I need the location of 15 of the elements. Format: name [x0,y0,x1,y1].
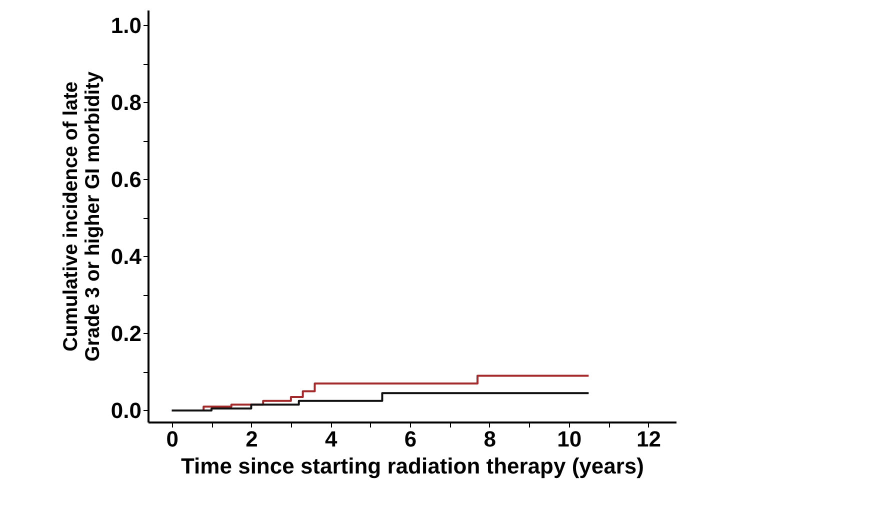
x-tick-label: 4 [324,426,338,452]
x-tick-label: 8 [484,426,496,452]
x-axis-title: Time since starting radiation therapy (years) [181,454,644,478]
y-tick-label: 0.8 [110,90,142,115]
y-tick-label: 0.6 [110,166,142,192]
y-tick-label: 1.0 [110,12,142,38]
x-tick-label: 6 [404,426,417,452]
y-tick-label: 0.4 [110,244,142,269]
x-tick-label: 12 [636,426,661,452]
x-tick-label: 0 [166,426,178,452]
x-tick-label: 2 [246,426,258,452]
y-axis-title: Cumulative incidence of late Grade 3 or higher GI morbidity [60,70,104,362]
y-tick-label: 0.0 [110,398,142,423]
x-tick-label: 10 [557,426,582,452]
y-tick-label: 0.2 [110,320,142,346]
